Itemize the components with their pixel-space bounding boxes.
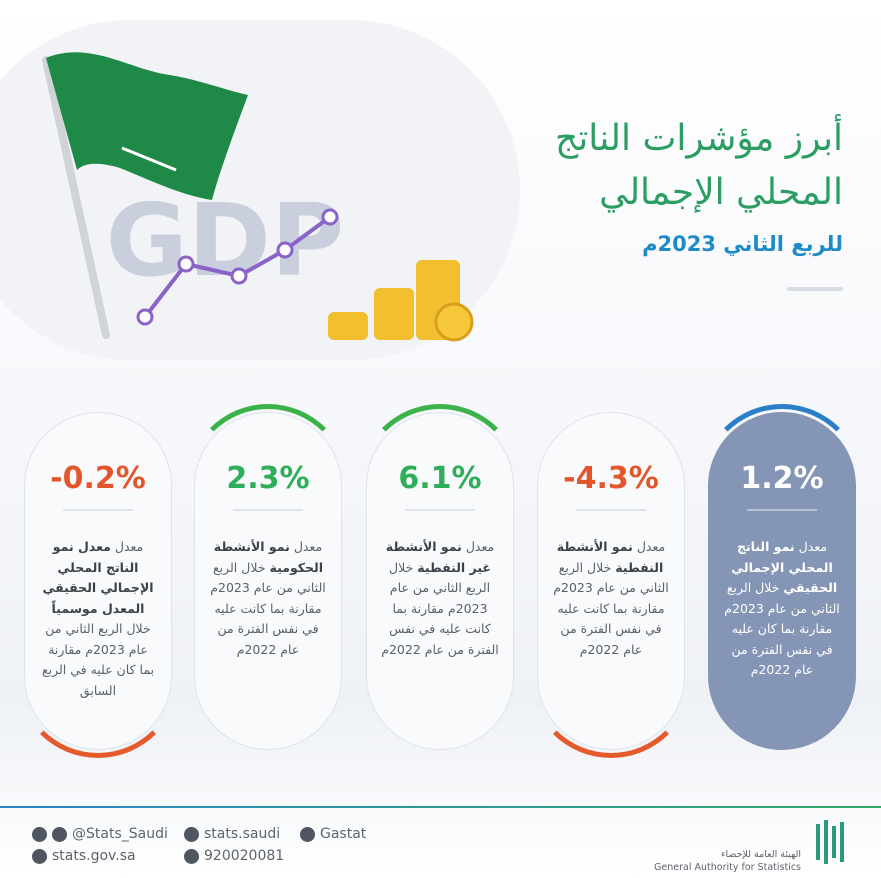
text-rest: خلال الربع الثاني من عام 2023م مقارنة بم… <box>724 580 840 677</box>
text-prefix: معدل <box>798 539 828 554</box>
card-value: -4.3% <box>563 461 659 496</box>
title-line: أبرز مؤشرات الناتج <box>554 118 843 159</box>
text-rest: خلال الربع الثاني من عام 2023م مقارنة بم… <box>553 559 669 657</box>
card-separator <box>405 509 475 511</box>
card-separator <box>747 509 817 511</box>
text-bold: معدل نمو الناتج المحلي الإجمالي الحقيقي … <box>42 539 154 616</box>
illustration: GDP <box>42 52 474 342</box>
flag-sword <box>121 146 177 172</box>
card-text: معدل نمو الأنشطة غير النفطية خلال الربع … <box>381 537 499 660</box>
linkedin: Gastat <box>300 826 366 842</box>
text-prefix: معدل <box>636 539 666 554</box>
card-value: 1.2% <box>740 461 824 496</box>
text-prefix: معدل <box>114 539 144 554</box>
text-bold: نمو الأنشطة غير النفطية <box>385 539 491 575</box>
text-bold: نمو الناتج المحلي الإجمالي الحقيقي <box>731 539 838 595</box>
text-bold: نمو الأنشطة الحكومية <box>213 539 324 575</box>
card: 1.2% معدل نمو الناتج المحلي الإجمالي الحق… <box>700 404 864 750</box>
coins <box>328 260 474 342</box>
organization: الهيئة العامة للإحصاء General Authority … <box>654 848 801 874</box>
org-arabic: الهيئة العامة للإحصاء <box>720 849 801 860</box>
facebook: stats.saudi <box>184 826 280 842</box>
card-separator <box>63 509 133 511</box>
card-value: 6.1% <box>398 461 482 496</box>
phone: 920020081 <box>184 848 284 864</box>
card-separator <box>576 509 646 511</box>
org-english: General Authority for Statistics <box>654 862 801 873</box>
text-rest: خلال الربع الثاني من عام 2023م مقارنة بم… <box>210 559 326 657</box>
card-value: 2.3% <box>226 461 310 496</box>
card-accent <box>16 404 180 758</box>
handle: @Stats_Saudi <box>72 826 168 842</box>
divider <box>787 287 843 291</box>
flag <box>46 52 248 201</box>
flag-pole <box>42 56 110 339</box>
logo <box>816 820 844 864</box>
card: 2.3% معدل نمو الأنشطة الحكومية خلال الربع… <box>186 404 350 750</box>
website: stats.gov.sa <box>32 848 136 864</box>
text-bold: نمو الأنشطة النفطية <box>556 539 664 575</box>
handle: stats.saudi <box>204 826 281 842</box>
card-text: معدل نمو الناتج المحلي الإجمالي الحقيقي … <box>723 537 841 681</box>
card-accent <box>186 404 350 758</box>
trend-points <box>136 208 339 326</box>
text-prefix: معدل <box>465 539 495 554</box>
card: -0.2% معدل معدل نمو الناتج المحلي الإجمال… <box>16 412 180 758</box>
url: stats.gov.sa <box>52 848 136 864</box>
text-rest: خلال الربع الثاني من عام 2023م مقارنة بم… <box>41 621 155 698</box>
card: 6.1% معدل نمو الأنشطة غير النفطية خلال ال… <box>358 404 522 750</box>
text-prefix: معدل <box>293 539 323 554</box>
card-text: معدل نمو الأنشطة الحكومية خلال الربع الث… <box>209 537 327 660</box>
card-separator <box>233 509 303 511</box>
card-accent <box>358 404 522 758</box>
card-accent <box>529 404 693 758</box>
subtitle: للربع الثاني 2023م <box>642 232 843 256</box>
card-text: معدل معدل نمو الناتج المحلي الإجمالي الح… <box>39 537 157 701</box>
text-rest: خلال الربع الثاني من عام 2023م مقارنة بم… <box>381 559 499 657</box>
card-value: -0.2% <box>50 461 146 496</box>
title: أبرز مؤشرات الناتج المحلي الإجمالي <box>555 112 843 220</box>
twitter: @Stats_Saudi <box>32 826 168 842</box>
handle: Gastat <box>320 826 367 842</box>
number: 920020081 <box>204 848 285 864</box>
card: -4.3% معدل نمو الأنشطة النفطية خلال الربع… <box>529 412 693 758</box>
footer-line <box>0 806 881 808</box>
card-text: معدل نمو الأنشطة النفطية خلال الربع الثا… <box>552 537 670 660</box>
card-accent <box>700 404 864 758</box>
title-line: المحلي الإجمالي <box>599 172 843 213</box>
gdp-text: GDP <box>106 182 344 299</box>
